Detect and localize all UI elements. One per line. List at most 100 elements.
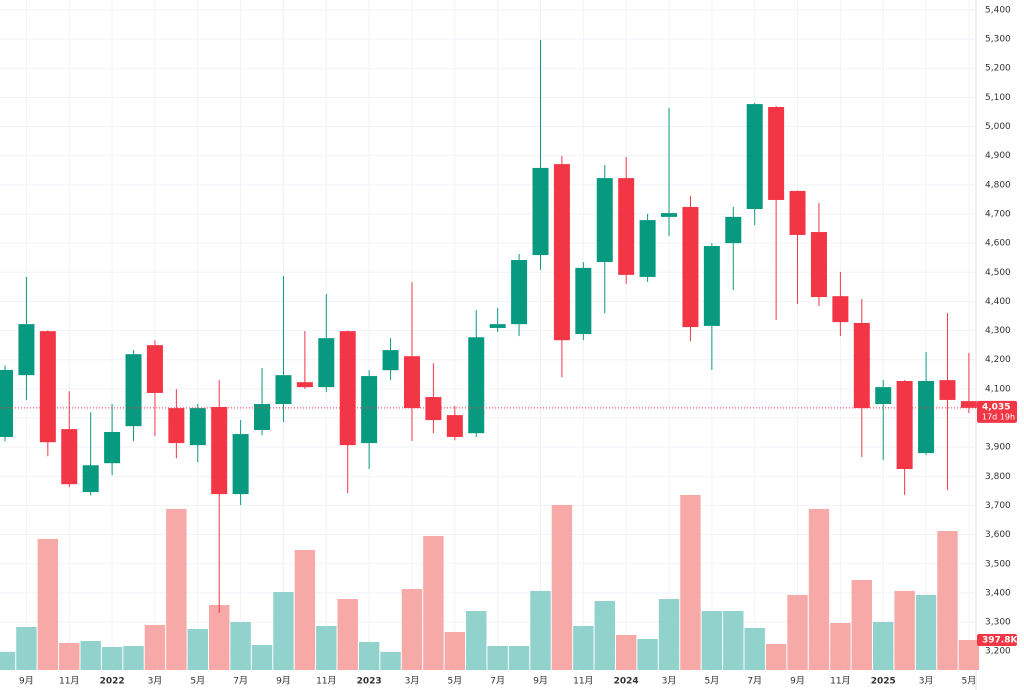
- candle-body: [810, 232, 827, 298]
- candle-body: [468, 337, 485, 434]
- x-tick-label: 7月: [747, 676, 762, 687]
- candle-body: [768, 106, 785, 200]
- y-tick-label: 4,900: [985, 151, 1011, 161]
- volume-bar: [658, 599, 680, 670]
- candle-body: [296, 382, 313, 388]
- candle-body: [425, 397, 442, 421]
- last-price-tag: [977, 400, 1017, 423]
- y-tick-label: 4,400: [985, 297, 1011, 307]
- x-tick-label: 2023: [357, 677, 382, 687]
- volume-bar: [466, 611, 487, 670]
- x-tick-label: 2024: [614, 677, 639, 687]
- volume-bar: [16, 627, 37, 670]
- volume-bar: [80, 640, 101, 670]
- y-tick-label: 4,500: [985, 268, 1011, 278]
- volume-bar: [830, 623, 851, 670]
- x-tick-label: 11月: [830, 676, 850, 687]
- y-tick-label: 4,300: [985, 326, 1011, 336]
- candle-body: [832, 296, 849, 323]
- y-tick-label: 4,800: [985, 180, 1011, 190]
- x-tick-label: 11月: [573, 676, 593, 687]
- candle-body: [18, 324, 35, 376]
- x-tick-label: 11月: [316, 676, 336, 687]
- candle-body: [382, 350, 399, 371]
- volume-bar: [144, 624, 166, 670]
- candle-body: [918, 381, 935, 454]
- volume-bar: [765, 643, 787, 670]
- candle-body: [168, 408, 185, 444]
- x-tick-label: 3月: [148, 676, 163, 687]
- volume-bar: [508, 646, 530, 670]
- y-tick-label: 3,500: [985, 559, 1011, 569]
- y-tick-label: 4,100: [985, 384, 1011, 394]
- x-tick-label: 5月: [962, 676, 977, 687]
- y-tick-label: 5,200: [985, 64, 1011, 74]
- candle-body: [232, 434, 249, 495]
- x-tick-label: 2022: [100, 677, 125, 687]
- candle-body: [661, 213, 678, 217]
- volume-bar: [230, 621, 251, 670]
- volume-bar: [337, 599, 358, 670]
- volume-bar: [251, 644, 273, 670]
- candle-body: [489, 324, 506, 328]
- y-tick-label: 4,600: [985, 239, 1011, 249]
- candle-body: [703, 246, 720, 326]
- candle-body: [403, 356, 420, 409]
- x-tick-label: 5月: [447, 676, 462, 687]
- candle-body: [960, 401, 977, 408]
- candle-body: [39, 331, 56, 443]
- volume-label: 397.8K: [982, 635, 1018, 645]
- volume-bar: [37, 538, 59, 670]
- candle-body: [618, 178, 635, 275]
- volume-bar: [187, 628, 208, 670]
- candle-body: [211, 406, 228, 495]
- candle-body: [789, 190, 806, 235]
- volume-bar: [530, 590, 551, 670]
- x-tick-label: 9月: [19, 676, 34, 687]
- volume-bar: [851, 580, 873, 670]
- candle-body: [746, 104, 763, 210]
- volume-bar: [294, 549, 316, 670]
- volume-bar: [594, 600, 615, 670]
- candle-body: [875, 387, 892, 405]
- volume-bar: [166, 508, 187, 670]
- volume-bar: [273, 592, 294, 670]
- volume-bar: [787, 594, 808, 670]
- volume-bar: [423, 535, 444, 670]
- x-tick-label: 9月: [533, 676, 548, 687]
- candle-body: [596, 178, 613, 263]
- y-tick-label: 3,300: [985, 618, 1011, 628]
- candle-body: [275, 375, 292, 405]
- volume-bar: [680, 495, 701, 670]
- y-tick-label: 3,900: [985, 443, 1011, 453]
- candle-body: [725, 216, 742, 244]
- volume-bar: [208, 604, 230, 670]
- candle-body: [511, 260, 528, 325]
- candle-body: [189, 408, 206, 446]
- y-tick-label: 3,600: [985, 530, 1011, 540]
- volume-bar: [894, 590, 915, 670]
- volume-bar: [380, 651, 401, 670]
- candle-body: [682, 206, 699, 328]
- volume-bar: [637, 638, 658, 670]
- candle-body: [532, 167, 549, 256]
- x-tick-label: 3月: [662, 676, 677, 687]
- y-tick-label: 4,700: [985, 209, 1011, 219]
- x-tick-label: 9月: [276, 676, 291, 687]
- y-tick-label: 4,200: [985, 355, 1011, 365]
- x-tick-label: 11月: [59, 676, 79, 687]
- x-tick-label: 9月: [790, 676, 805, 687]
- candle-body: [939, 380, 956, 400]
- volume-bar: [744, 627, 765, 670]
- volume-bar: [487, 646, 508, 670]
- x-tick-label: 2025: [871, 677, 896, 687]
- y-tick-label: 3,400: [985, 588, 1011, 598]
- volume-bar: [808, 508, 830, 670]
- volume-bar: [551, 504, 573, 670]
- volume-bar: [0, 651, 16, 670]
- volume-bar: [101, 646, 123, 670]
- volume-bar: [444, 631, 466, 670]
- volume-bar: [573, 626, 594, 670]
- volume-bar: [701, 611, 723, 670]
